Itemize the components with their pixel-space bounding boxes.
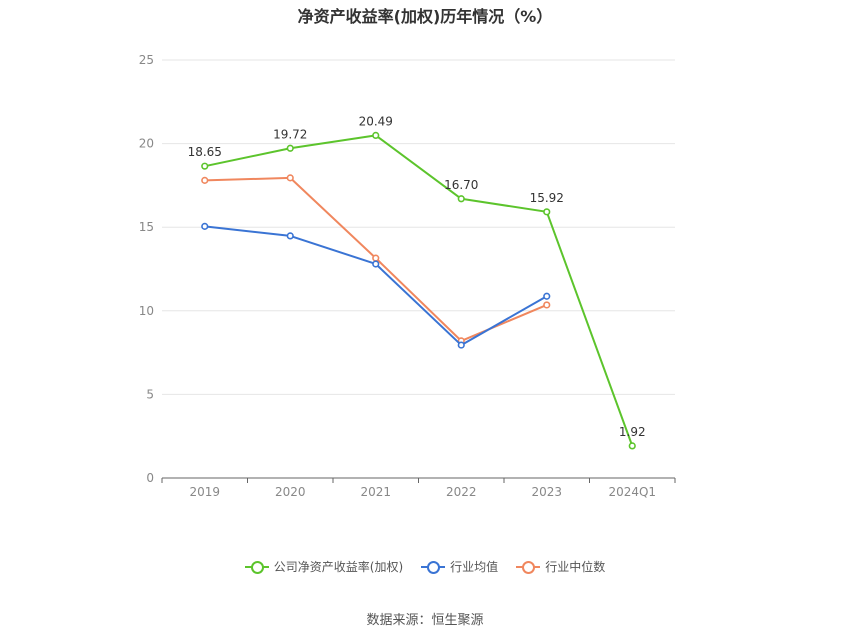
data-label: 20.49 — [359, 114, 393, 128]
data-point — [543, 301, 551, 309]
data-point — [457, 195, 465, 203]
y-tick-label: 25 — [139, 53, 154, 67]
y-tick-label: 10 — [139, 304, 154, 318]
data-label: 19.72 — [273, 127, 307, 141]
x-tick-label: 2023 — [531, 485, 562, 499]
data-point — [372, 131, 380, 140]
data-point — [201, 162, 209, 170]
data-point — [543, 208, 551, 216]
data-point — [286, 232, 294, 240]
data-point — [286, 174, 294, 182]
legend-swatch — [421, 560, 446, 574]
data-point — [201, 176, 209, 184]
x-tick-label: 2024Q1 — [608, 485, 656, 499]
series-line — [204, 134, 634, 447]
data-source: 数据来源：恒生聚源 — [366, 613, 484, 628]
data-label: 1.92 — [619, 425, 646, 439]
chart-title: 净资产收益率(加权)历年情况（%） — [297, 7, 553, 26]
y-tick-label: 5 — [146, 387, 154, 401]
x-tick-label: 2019 — [189, 485, 220, 499]
y-tick-label: 15 — [139, 220, 154, 234]
x-tick-label: 2020 — [275, 485, 306, 499]
legend-item[interactable]: 行业中位数 — [516, 558, 605, 575]
data-point — [628, 442, 636, 450]
data-point — [457, 341, 465, 349]
data-point — [543, 292, 551, 300]
data-point — [286, 144, 294, 152]
data-point — [201, 222, 209, 230]
y-tick-label: 0 — [146, 471, 154, 485]
chart-legend: 公司净资产收益率(加权) 行业均值 行业中位数 — [0, 558, 850, 575]
data-point — [372, 254, 380, 262]
legend-swatch — [516, 560, 541, 574]
legend-label: 公司净资产收益率(加权) — [273, 560, 404, 574]
data-label: 15.92 — [530, 191, 564, 205]
data-label: 16.70 — [444, 178, 478, 192]
legend-item[interactable]: 行业均值 — [421, 558, 498, 575]
legend-label: 行业中位数 — [545, 560, 606, 574]
x-tick-label: 2022 — [446, 485, 477, 499]
legend-item[interactable]: 公司净资产收益率(加权) — [244, 558, 404, 575]
data-label: 18.65 — [188, 145, 222, 159]
y-tick-label: 20 — [139, 137, 154, 151]
legend-swatch — [244, 560, 269, 574]
legend-label: 行业均值 — [450, 560, 499, 574]
x-tick-label: 2021 — [360, 485, 391, 499]
data-point — [372, 260, 380, 268]
